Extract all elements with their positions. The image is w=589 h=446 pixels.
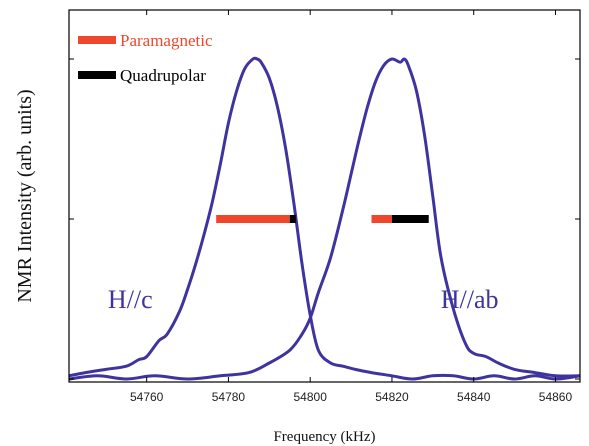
x-tick-label: 54860 bbox=[539, 390, 573, 404]
plot-frame bbox=[68, 9, 581, 383]
x-tick-label: 54840 bbox=[457, 390, 491, 404]
x-axis-label: Frequency (kHz) bbox=[273, 429, 375, 445]
x-tick-label: 54780 bbox=[212, 390, 246, 404]
series-line-h-c bbox=[69, 56, 580, 381]
legend-label-paramagnetic: Paramagnetic bbox=[120, 31, 213, 50]
plot-content: H//c H//ab bbox=[69, 56, 580, 381]
x-tick-label: 54760 bbox=[130, 390, 164, 404]
axis-ticks: 54760 54780 54800 54820 54840 54860 bbox=[69, 10, 580, 404]
x-tick-label: 54800 bbox=[294, 390, 328, 404]
x-tick-label: 54820 bbox=[375, 390, 409, 404]
series-line-h-ab bbox=[69, 57, 580, 381]
y-axis-label: NMR Intensity (arb. units) bbox=[14, 89, 36, 302]
legend: Paramagnetic Quadrupolar bbox=[78, 31, 213, 85]
annotation-h-c: H//c bbox=[108, 285, 153, 314]
annotation-h-ab: H//ab bbox=[441, 285, 499, 314]
plot-area bbox=[69, 56, 580, 381]
legend-label-quadrupolar: Quadrupolar bbox=[120, 66, 206, 85]
